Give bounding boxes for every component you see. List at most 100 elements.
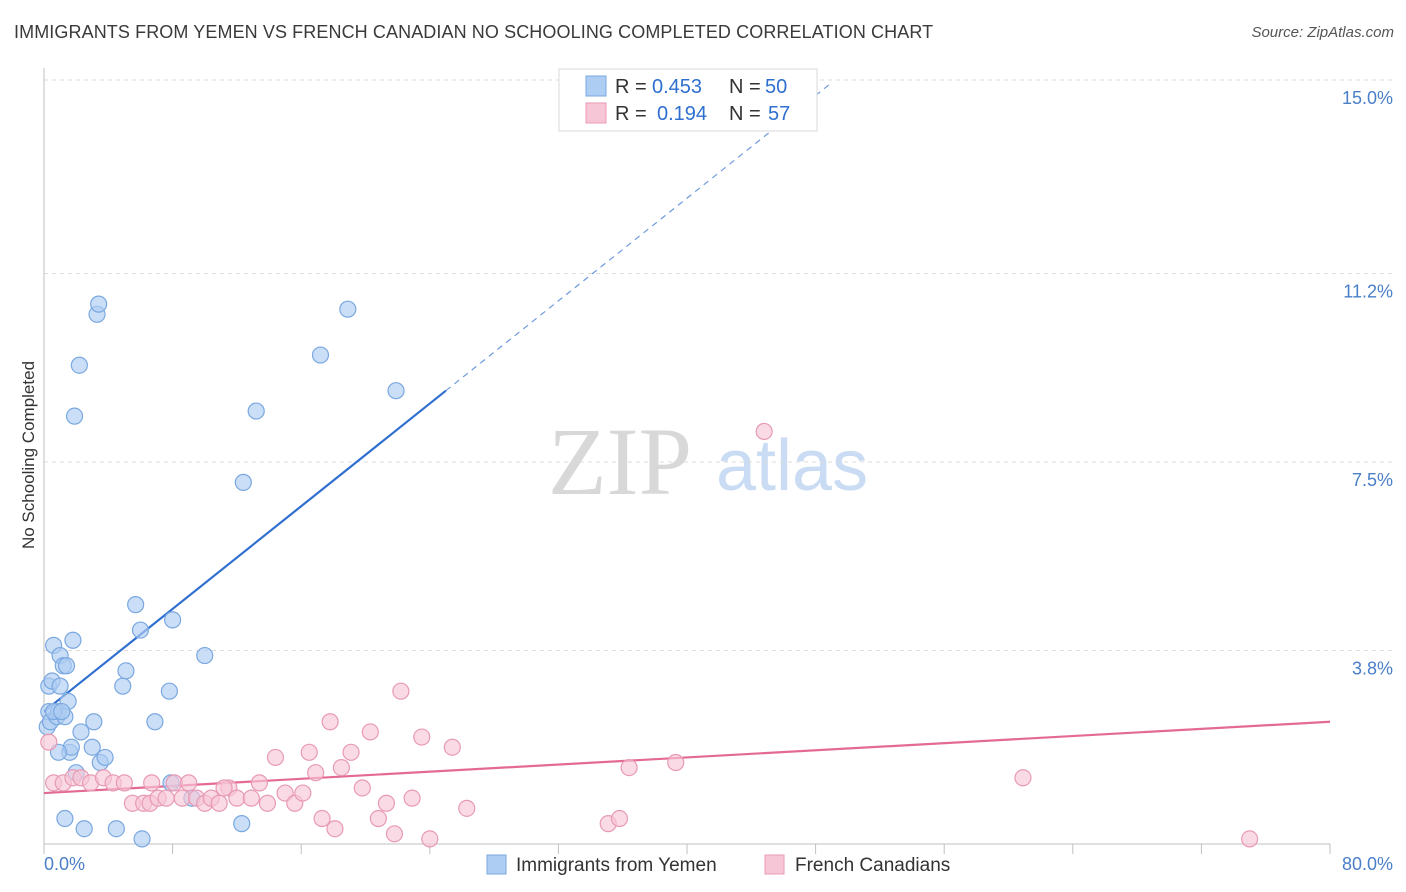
point-french-canadian [313, 809, 331, 828]
point-french-canadian [266, 748, 285, 767]
point-french-canadian [165, 774, 183, 792]
x-tick-label-start: 0.0% [44, 854, 85, 874]
point-yemen [51, 677, 69, 695]
point-yemen [247, 402, 265, 420]
point-french-canadian [610, 809, 629, 828]
point-french-canadian [369, 809, 387, 828]
point-yemen [56, 809, 74, 828]
legend-r-value-1: 0.453 [652, 76, 702, 98]
x-tick-labels: 0.0% 80.0% [44, 854, 1393, 874]
point-french-canadian [361, 723, 379, 741]
point-yemen [83, 738, 101, 756]
watermark-atlas: atlas [716, 426, 868, 506]
point-french-canadian [40, 733, 58, 751]
y-tick-label: 3.8% [1352, 658, 1393, 678]
point-yemen [133, 830, 151, 848]
legend-n-label-1: N = [729, 76, 761, 98]
point-yemen [127, 596, 145, 614]
point-yemen [107, 820, 125, 838]
point-french-canadian [180, 774, 198, 792]
chart-source: Source: ZipAtlas.com [1251, 24, 1394, 41]
trend-line-yemen-extension [445, 82, 833, 392]
point-french-canadian [307, 764, 325, 782]
trend-line-yemen [43, 389, 447, 713]
point-yemen [53, 702, 71, 721]
point-french-canadian [115, 774, 133, 792]
bottom-legend: Immigrants from Yemen French Canadians [486, 854, 950, 876]
legend-n-value-2: 57 [768, 103, 790, 125]
point-yemen [90, 295, 108, 313]
point-french-canadian [1014, 769, 1032, 787]
legend-r-label-1: R = [615, 76, 647, 98]
point-french-canadian [210, 794, 228, 812]
point-yemen [57, 657, 76, 675]
bottom-legend-swatch-blue [486, 854, 507, 875]
point-yemen [234, 473, 252, 491]
legend-swatch-pink [585, 102, 607, 124]
point-french-canadian [392, 682, 410, 700]
point-yemen [233, 815, 251, 833]
data-points [38, 295, 1259, 848]
point-yemen [85, 713, 103, 731]
bottom-legend-label-french-canadians: French Canadians [795, 855, 950, 876]
point-french-canadian [326, 820, 344, 838]
trend-line-french-canadians [43, 720, 1331, 795]
point-yemen [311, 346, 330, 364]
point-french-canadian [667, 753, 685, 772]
point-french-canadian [143, 774, 161, 792]
top-legend: R = 0.453 N = 50 R = 0.194 N = 57 [558, 68, 818, 132]
point-french-canadian [258, 794, 277, 812]
point-french-canadian [377, 794, 395, 812]
point-french-canadian [173, 789, 191, 807]
point-french-canadian [353, 779, 371, 797]
y-tick-label: 11.2% [1343, 282, 1393, 302]
y-tick-label: 15.0% [1342, 88, 1393, 108]
y-tick-label: 7.5% [1352, 470, 1393, 490]
point-yemen [96, 748, 114, 767]
point-french-canadian [332, 758, 350, 777]
point-french-canadian [443, 738, 461, 756]
point-yemen [117, 662, 135, 680]
point-french-canadian [215, 779, 233, 797]
point-yemen [146, 713, 164, 731]
legend-swatch-blue [585, 75, 607, 97]
point-french-canadian [1241, 830, 1259, 848]
point-yemen [131, 621, 150, 639]
point-yemen [160, 682, 178, 700]
point-french-canadian [342, 743, 360, 761]
point-yemen [114, 677, 132, 695]
x-tick-label-end: 80.0% [1342, 854, 1393, 874]
bottom-legend-label-yemen: Immigrants from Yemen [516, 855, 717, 876]
point-yemen [72, 723, 90, 741]
point-french-canadian [413, 728, 431, 746]
point-yemen [196, 646, 214, 665]
point-yemen [75, 820, 93, 838]
point-french-canadian [385, 825, 404, 843]
point-french-canadian [157, 789, 175, 807]
y-axis-title: No Schooling Completed [19, 361, 38, 549]
point-french-canadian [250, 774, 269, 792]
point-french-canadian [421, 830, 439, 848]
point-yemen [64, 631, 82, 649]
point-yemen [387, 382, 405, 400]
y-tick-labels: 3.8% 7.5% 11.2% 15.0% [1342, 88, 1393, 678]
bottom-legend-swatch-pink [764, 854, 785, 875]
legend-n-label-2: N = [729, 103, 761, 125]
point-french-canadian [620, 758, 638, 777]
point-yemen [70, 356, 88, 374]
chart-title: IMMIGRANTS FROM YEMEN VS FRENCH CANADIAN… [14, 22, 934, 42]
point-french-canadian [294, 784, 312, 802]
point-yemen [65, 407, 84, 425]
point-french-canadian [458, 799, 476, 817]
point-yemen [339, 300, 357, 318]
point-french-canadian [242, 789, 260, 807]
point-yemen [164, 611, 182, 629]
legend-r-value-2: 0.194 [657, 103, 707, 125]
point-french-canadian [403, 789, 421, 807]
gridlines [44, 79, 1395, 651]
point-french-canadian [300, 743, 318, 761]
point-french-canadian [755, 422, 773, 441]
legend-r-label-2: R = [615, 103, 647, 125]
point-french-canadian [321, 713, 339, 731]
